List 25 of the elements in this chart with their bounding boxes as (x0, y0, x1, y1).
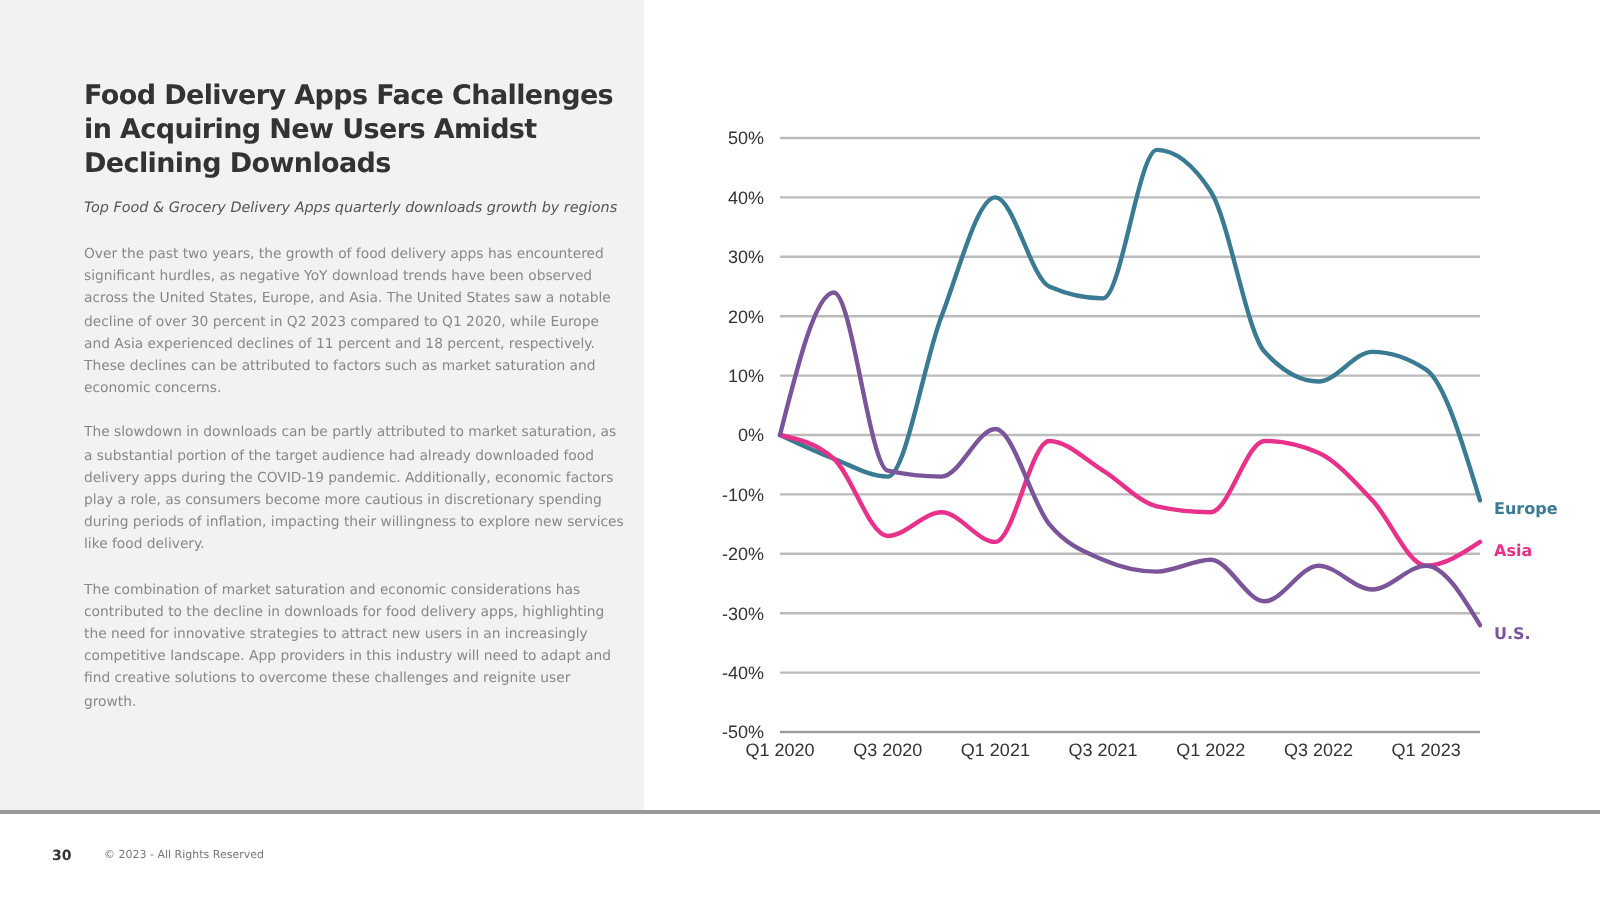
series-label: Europe (1494, 499, 1559, 518)
x-tick-label: Q3 2022 (1283, 740, 1353, 760)
y-tick-label: -20% (721, 544, 764, 565)
y-tick-label: -40% (721, 662, 764, 683)
series-label: U.S. (1494, 624, 1531, 643)
y-tick-label: 10% (727, 365, 764, 386)
x-tick-label: Q1 2023 (1391, 740, 1461, 760)
y-tick-label: 20% (727, 306, 764, 327)
line-series (777, 290, 1483, 628)
y-tick-label: 0% (737, 425, 764, 446)
y-tick-label: -10% (721, 484, 764, 505)
y-tick-label: 40% (727, 187, 764, 208)
text: Food Delivery Apps Face Challenges in Acquiring New Users Amidst Declining Downloads (84, 80, 616, 182)
series-label: Asia (1494, 541, 1533, 560)
x-tick-label: Q1 2020 (745, 740, 815, 760)
y-tick-label: -50% (721, 722, 764, 743)
y-tick-label: 50% (727, 128, 764, 149)
x-tick-label: Q1 2021 (960, 740, 1030, 760)
y-tick-label: 30% (727, 247, 764, 268)
x-tick-label: Q1 2022 (1176, 740, 1246, 760)
y-tick-label: -30% (721, 603, 764, 624)
x-tick-label: Q3 2020 (853, 740, 923, 760)
x-tick-label: Q3 2021 (1068, 740, 1138, 760)
line-series (777, 147, 1483, 503)
line-series (777, 432, 1483, 568)
